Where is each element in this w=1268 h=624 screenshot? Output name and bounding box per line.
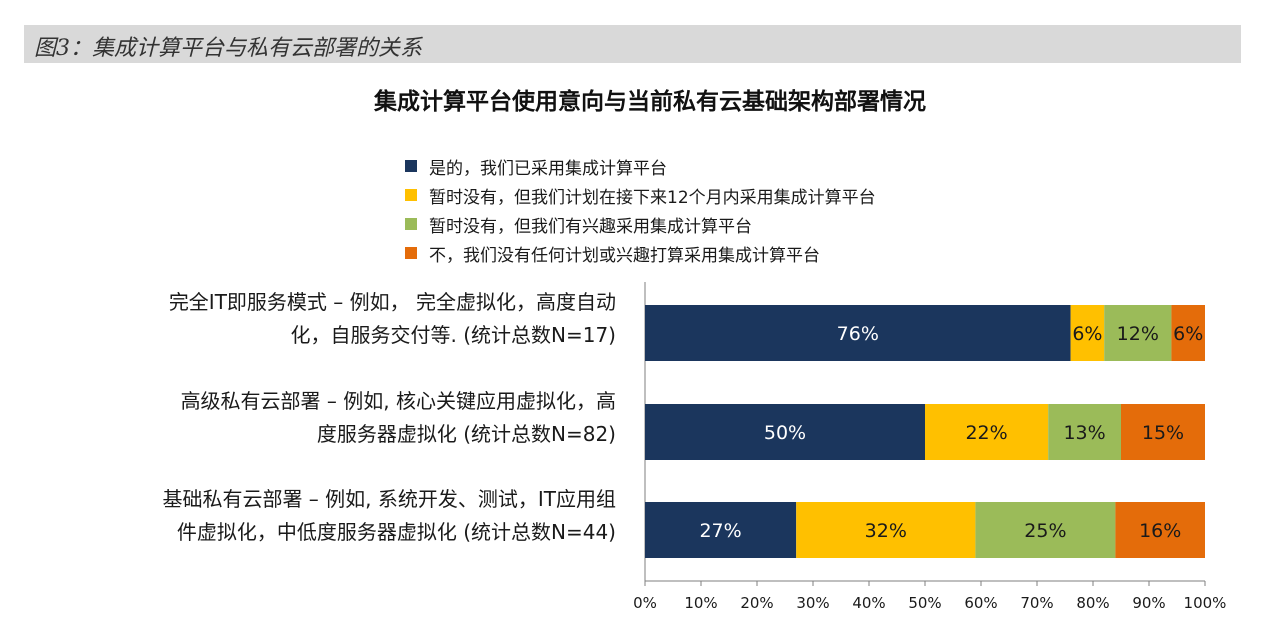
legend-label-adopted: 是的，我们已采用集成计算平台 <box>429 159 667 179</box>
data-label: 27% <box>699 520 741 542</box>
bar-segment <box>925 404 1049 460</box>
x-tick-label: 40% <box>852 594 885 612</box>
data-label: 13% <box>1063 422 1105 444</box>
data-label: 76% <box>837 323 879 345</box>
bar-segment <box>1171 305 1205 361</box>
x-tick-label: 60% <box>964 594 997 612</box>
bar-segment <box>1048 404 1121 460</box>
data-label: 50% <box>764 422 806 444</box>
x-tick-label: 20% <box>740 594 773 612</box>
category-label-full-itaas: 完全IT即服务模式 – 例如， 完全虚拟化，高度自动 化，自服务交付等. (统计… <box>60 286 616 352</box>
bar-segment <box>645 305 1071 361</box>
x-tick-label: 50% <box>908 594 941 612</box>
category-label-basic-private-cloud: 基础私有云部署 – 例如, 系统开发、测试，IT应用组 件虚拟化，中低度服务器虚… <box>60 483 616 549</box>
bar-segment <box>1070 305 1105 361</box>
figure-caption-bar: 图3：集成计算平台与私有云部署的关系 <box>24 25 1241 63</box>
data-label: 15% <box>1142 422 1184 444</box>
bar-segment <box>796 502 976 558</box>
category-label-line: 化，自服务交付等. (统计总数N=17) <box>290 323 617 347</box>
x-tick-label: 30% <box>796 594 829 612</box>
figure-caption: 图3：集成计算平台与私有云部署的关系 <box>34 36 422 61</box>
category-label-line: 基础私有云部署 – 例如, 系统开发、测试，IT应用组 <box>162 487 616 511</box>
bar-segment <box>1115 502 1205 558</box>
data-label: 16% <box>1139 520 1181 542</box>
legend-swatch-no-plan <box>405 247 417 259</box>
data-label: 6% <box>1072 323 1102 345</box>
legend-swatch-interested <box>405 218 417 230</box>
x-tick-label: 90% <box>1132 594 1165 612</box>
data-label: 12% <box>1117 323 1159 345</box>
x-tick-label: 80% <box>1076 594 1109 612</box>
chart-title: 集成计算平台使用意向与当前私有云基础架构部署情况 <box>374 89 926 115</box>
data-label: 32% <box>865 520 907 542</box>
category-label-advanced-private-cloud: 高级私有云部署 – 例如, 核心关键应用虚拟化，高 度服务器虚拟化 (统计总数N… <box>60 385 616 451</box>
x-tick-label: 10% <box>684 594 717 612</box>
legend-label-no-plan: 不，我们没有任何计划或兴趣打算采用集成计算平台 <box>429 246 820 266</box>
legend-swatch-planned <box>405 189 417 201</box>
x-tick-label: 0% <box>633 594 657 612</box>
bar-segment <box>1104 305 1172 361</box>
category-label-line: 度服务器虚拟化 (统计总数N=82) <box>316 422 616 446</box>
bar-segment <box>645 404 925 460</box>
x-tick-label: 100% <box>1184 594 1227 612</box>
data-label: 25% <box>1024 520 1066 542</box>
category-label-line: 高级私有云部署 – 例如, 核心关键应用虚拟化，高 <box>180 389 616 413</box>
legend-label-interested: 暂时没有，但我们有兴趣采用集成计算平台 <box>429 217 752 237</box>
data-label: 22% <box>965 422 1007 444</box>
category-label-line: 完全IT即服务模式 – 例如， 完全虚拟化，高度自动 <box>168 290 616 314</box>
bar-segment <box>975 502 1116 558</box>
bar-segment <box>1121 404 1205 460</box>
category-label-line: 件虚拟化，中低度服务器虚拟化 (统计总数N=44) <box>176 520 616 544</box>
legend-label-planned: 暂时没有，但我们计划在接下来12个月内采用集成计算平台 <box>429 188 876 208</box>
x-tick-label: 70% <box>1020 594 1053 612</box>
legend-swatch-adopted <box>405 160 417 172</box>
bar-segment <box>645 502 797 558</box>
data-label: 6% <box>1173 323 1203 345</box>
